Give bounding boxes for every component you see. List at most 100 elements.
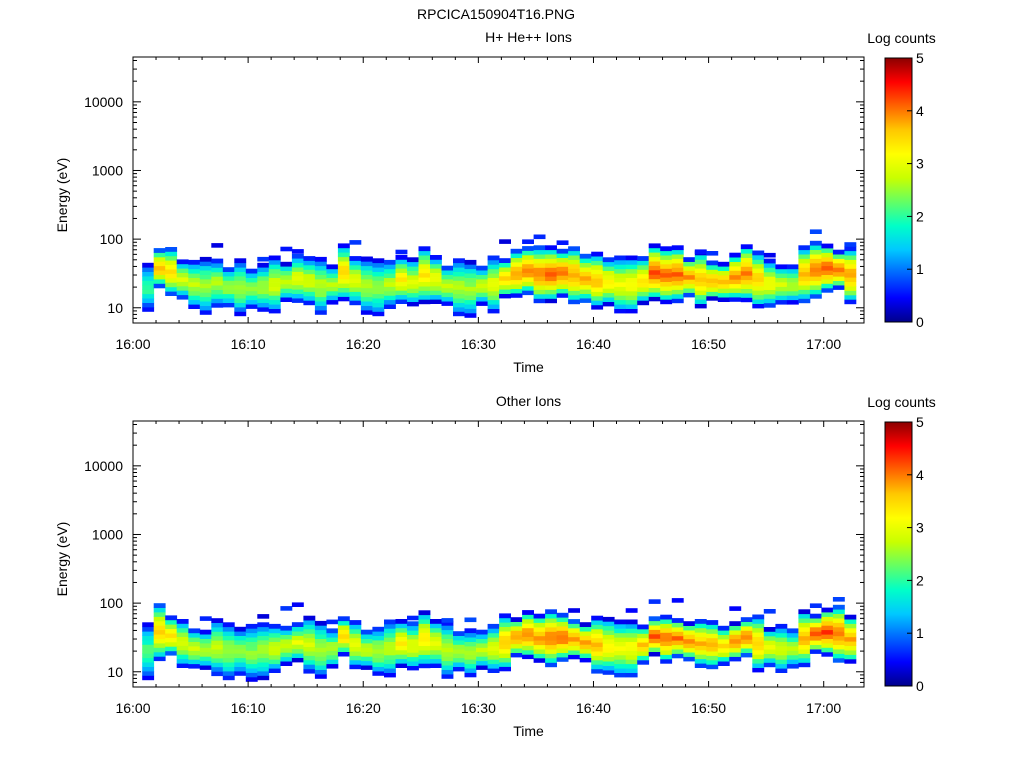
heatmap-cell <box>464 313 477 318</box>
heatmap-cells <box>142 597 857 682</box>
heatmap-cell <box>349 273 362 279</box>
heatmap-cell <box>360 310 373 315</box>
heatmap-cell <box>591 651 604 656</box>
heatmap-cell <box>395 290 408 296</box>
heatmap-cell <box>510 262 523 267</box>
heatmap-cell <box>476 660 488 666</box>
heatmap-cell <box>683 643 696 649</box>
y-tick-label: 10 <box>107 300 123 316</box>
heatmap-cell <box>384 628 396 634</box>
x-tick-label: 16:30 <box>461 336 496 352</box>
heatmap-cell <box>683 261 696 267</box>
heatmap-cell <box>740 266 753 272</box>
heatmap-cell <box>660 277 673 282</box>
heatmap-cell <box>821 620 834 626</box>
heatmap-cell <box>763 267 776 273</box>
heatmap-cell <box>176 623 189 629</box>
heatmap-cell <box>268 659 281 665</box>
heatmap-cell <box>441 287 454 293</box>
heatmap-cell <box>821 265 834 271</box>
heatmap-cell <box>280 297 293 302</box>
heatmap-cell <box>545 294 557 299</box>
heatmap-cell <box>153 274 166 280</box>
heatmap-cell <box>395 658 408 664</box>
heatmap-cell <box>637 655 650 661</box>
heatmap-cell <box>303 633 316 639</box>
heatmap-cell <box>717 270 730 276</box>
heatmap-cell <box>349 624 362 630</box>
heatmap-cell <box>694 623 707 629</box>
heatmap-cell <box>671 271 684 277</box>
heatmap-cell <box>291 635 304 641</box>
heatmap-cell <box>660 272 673 278</box>
heatmap-cell <box>314 643 327 648</box>
heatmap-cell <box>591 642 604 647</box>
heatmap-cell <box>349 265 362 270</box>
heatmap-cell <box>407 665 419 671</box>
heatmap-cell <box>545 662 557 668</box>
heatmap-cell <box>303 668 316 674</box>
heatmap-cell <box>407 257 419 263</box>
heatmap-cell <box>522 290 534 296</box>
heatmap-cell <box>660 299 673 305</box>
heatmap-cell <box>211 644 224 650</box>
heatmap-cell <box>430 654 442 660</box>
heatmap-cell <box>568 246 580 252</box>
heatmap-cell <box>245 623 258 629</box>
heatmap-cell <box>694 294 707 300</box>
heatmap-cell <box>291 258 304 263</box>
heatmap-cell <box>142 271 155 277</box>
heatmap-cell <box>740 257 753 263</box>
heatmap-cell <box>280 656 293 662</box>
heatmap-cell <box>337 647 350 652</box>
heatmap-cell <box>188 273 201 278</box>
colorbar <box>884 57 913 323</box>
heatmap-cell <box>245 277 258 283</box>
heatmap-cell <box>579 631 592 636</box>
heatmap-cell <box>740 288 753 294</box>
heatmap-cell <box>591 260 604 266</box>
heatmap-cell <box>602 288 615 294</box>
heatmap-cell <box>637 642 650 647</box>
heatmap-cell <box>694 263 707 269</box>
heatmap-cell <box>268 273 281 278</box>
heatmap-cell <box>775 264 788 270</box>
heatmap-cell <box>706 664 719 670</box>
heatmap-cell <box>775 663 788 669</box>
heatmap-cell <box>234 276 247 281</box>
heatmap-cell <box>199 660 212 666</box>
heatmap-cell <box>591 629 604 634</box>
heatmap-cell <box>763 258 776 264</box>
heatmap-cell <box>798 662 811 668</box>
heatmap-cell <box>407 652 419 658</box>
heatmap-cell <box>349 295 362 301</box>
heatmap-cell <box>430 663 442 668</box>
heatmap-cell <box>303 273 316 279</box>
heatmap-cell <box>556 279 569 285</box>
y-tick-label: 10 <box>107 664 123 680</box>
heatmap-cell <box>464 659 477 665</box>
heatmap-cell <box>832 258 845 264</box>
heatmap-cell <box>176 259 189 265</box>
heatmap-cell <box>809 640 822 645</box>
heatmap-cell <box>487 268 500 274</box>
heatmap-cell <box>211 653 224 659</box>
heatmap-cell <box>648 292 661 297</box>
heatmap-cell <box>245 273 258 278</box>
heatmap-cell <box>568 608 580 613</box>
colorbar-tick-label: 0 <box>916 678 924 694</box>
heatmap-cell <box>303 265 316 270</box>
heatmap-cell <box>637 646 650 652</box>
heatmap-cell <box>384 650 396 656</box>
heatmap-cell <box>291 639 304 645</box>
heatmap-cell <box>614 299 627 305</box>
heatmap-cell <box>453 267 465 272</box>
heatmap-cell <box>614 650 627 656</box>
y-axis-label: Energy (eV) <box>54 158 70 233</box>
heatmap-cell <box>188 268 201 274</box>
heatmap-cell <box>625 295 638 301</box>
heatmap-cell <box>499 239 511 244</box>
heatmap-cell <box>763 640 776 646</box>
heatmap-cell <box>798 258 811 264</box>
heatmap-cell <box>729 266 742 271</box>
